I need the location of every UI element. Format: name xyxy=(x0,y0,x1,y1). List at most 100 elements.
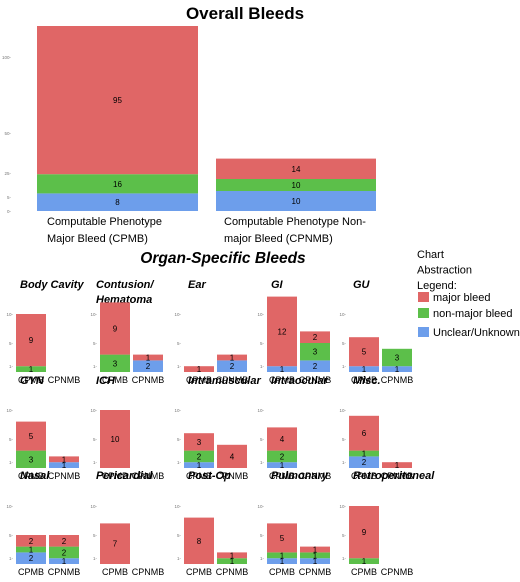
panel-bar-segment xyxy=(267,296,297,367)
panel-y-tick: 1- xyxy=(93,556,98,561)
panel-data-label: 1 xyxy=(197,461,202,470)
panel-data-label: 2 xyxy=(280,452,285,461)
panel-bar-segment xyxy=(267,558,297,564)
panel-bar-segment xyxy=(300,360,330,372)
overall-data-label: 16 xyxy=(113,180,122,189)
panel-y-tick: 10- xyxy=(90,312,97,317)
panel-bar-segment xyxy=(349,450,379,457)
overall-data-label: 95 xyxy=(113,96,122,105)
legend-title: Abstraction xyxy=(417,265,472,277)
panel-x-label: CPMB xyxy=(18,375,44,385)
panel-title: Ear xyxy=(188,279,206,291)
panel-y-tick: 5- xyxy=(93,341,98,346)
panel-bar-segment xyxy=(16,421,46,451)
panel-data-label: 9 xyxy=(29,336,34,345)
panel-x-label: CPNMB xyxy=(299,567,332,577)
panel-x-label: CPMB xyxy=(102,567,128,577)
panel-data-label: 2 xyxy=(313,362,318,371)
panel-data-label: 5 xyxy=(362,348,367,357)
panel-x-label: CPNMB xyxy=(299,375,332,385)
overall-data-label: 8 xyxy=(115,198,120,207)
panel-title: Contusion/ xyxy=(96,279,155,291)
panel-y-tick: 1- xyxy=(177,556,182,561)
panel-x-label: CPNMB xyxy=(48,567,81,577)
panel-x-label: CPNMB xyxy=(48,375,81,385)
panel-bar-segment xyxy=(184,433,214,451)
panel-x-label: CPMB xyxy=(186,567,212,577)
panel-data-label: 8 xyxy=(197,537,202,546)
panel-y-tick: 10- xyxy=(174,408,181,413)
panel-data-label: 1 xyxy=(362,365,367,374)
panel-bar-segment xyxy=(184,450,214,463)
panel-bar-segment xyxy=(349,366,379,372)
panel-y-tick: 10- xyxy=(339,312,346,317)
panel-y-tick: 1- xyxy=(342,364,347,369)
panel-x-label: CPNMB xyxy=(381,471,414,481)
overall-bar-segment xyxy=(216,191,376,211)
panel-y-tick: 10- xyxy=(90,408,97,413)
panel-y-tick: 5- xyxy=(342,437,347,442)
panel-bar-segment xyxy=(300,552,330,559)
panel-y-tick: 10- xyxy=(339,408,346,413)
panel-bar-segment xyxy=(16,366,46,372)
panel-y-tick: 5- xyxy=(177,437,182,442)
panel-x-label: CPNMB xyxy=(132,567,165,577)
panel-y-tick: 5- xyxy=(177,341,182,346)
panel-data-label: 1 xyxy=(62,455,67,464)
panel-bar-segment xyxy=(49,535,79,547)
panel-bar-segment xyxy=(349,558,379,564)
panel-y-tick: 5- xyxy=(260,341,265,346)
panel-data-label: 4 xyxy=(230,452,235,461)
panel-data-label: 1 xyxy=(230,354,235,363)
panel-bar-segment xyxy=(267,523,297,553)
panel-title: Intraocular xyxy=(271,375,329,387)
panel-data-label: 3 xyxy=(113,359,118,368)
panel-x-label: CPNMB xyxy=(216,567,249,577)
panel-data-label: 1 xyxy=(395,461,400,470)
panel-data-label: 1 xyxy=(62,557,67,566)
panel-y-tick: 1- xyxy=(260,364,265,369)
overall-data-label: 14 xyxy=(292,165,301,174)
legend-label: non-major bleed xyxy=(433,308,513,320)
panel-data-label: 1 xyxy=(62,461,67,470)
panel-bar-segment xyxy=(100,410,130,468)
panel-y-tick: 5- xyxy=(9,533,14,538)
panel-data-label: 3 xyxy=(197,438,202,447)
panel-data-label: 2 xyxy=(62,537,67,546)
panel-y-tick: 10- xyxy=(174,312,181,317)
panel-x-label: CPNMB xyxy=(132,471,165,481)
panel-x-label: CPMB xyxy=(351,471,377,481)
legend-title: Legend: xyxy=(417,280,457,292)
panel-y-tick: 5- xyxy=(9,341,14,346)
panel-y-tick: 1- xyxy=(9,364,14,369)
overall-y-tick: 25- xyxy=(4,171,11,176)
panel-data-label: 1 xyxy=(146,354,151,363)
panel-data-label: 1 xyxy=(29,546,34,555)
panel-x-label: CPMB xyxy=(18,567,44,577)
overall-data-label: 10 xyxy=(292,181,301,190)
panel-bar-segment xyxy=(100,302,130,355)
panel-data-label: 6 xyxy=(362,429,367,438)
legend-swatch xyxy=(418,292,429,302)
panel-data-label: 3 xyxy=(313,348,318,357)
panel-title: GU xyxy=(353,279,371,291)
overall-y-tick: 100- xyxy=(2,55,12,60)
panel-data-label: 1 xyxy=(280,557,285,566)
panel-y-tick: 1- xyxy=(177,460,182,465)
panel-y-tick: 1- xyxy=(177,364,182,369)
panel-bar-segment xyxy=(184,366,214,372)
panel-title: GI xyxy=(271,279,284,291)
panel-data-label: 1 xyxy=(197,365,202,374)
panel-y-tick: 10- xyxy=(174,504,181,509)
panel-bar-segment xyxy=(349,506,379,559)
panel-x-label: CPMB xyxy=(269,567,295,577)
panel-bar-segment xyxy=(267,462,297,468)
panel-title: ICH xyxy=(96,375,116,387)
panel-title: Post-Op xyxy=(188,470,231,482)
panel-bar-segment xyxy=(382,366,412,372)
panel-y-tick: 1- xyxy=(260,460,265,465)
panel-y-tick: 1- xyxy=(342,556,347,561)
panel-y-tick: 10- xyxy=(6,408,13,413)
organ-title: Organ-Specific Bleeds xyxy=(140,250,306,267)
panel-y-tick: 1- xyxy=(342,460,347,465)
